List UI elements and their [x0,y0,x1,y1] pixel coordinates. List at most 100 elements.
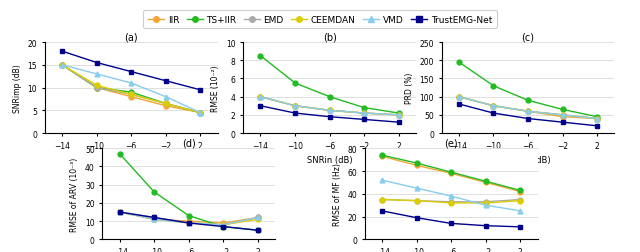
TrustEMG-Net [447,222,455,225]
VMD [93,73,100,76]
VMD [58,64,66,67]
TS+IIR [116,153,124,156]
IIR [196,112,204,115]
Line: EMD: EMD [456,95,600,121]
Line: IIR: IIR [258,95,401,118]
IIR [413,164,420,167]
Y-axis label: RMSE (10⁻²): RMSE (10⁻²) [211,65,220,111]
TrustEMG-Net [150,216,158,219]
IIR [482,181,490,184]
TrustEMG-Net [490,112,497,115]
TrustEMG-Net [185,222,193,225]
Y-axis label: RMSE of MF (Hz): RMSE of MF (Hz) [333,163,342,225]
Title: (e): (e) [444,138,458,148]
EMD [395,114,403,117]
VMD [162,96,170,99]
EMD [220,223,227,226]
TS+IIR [593,116,601,119]
VMD [455,96,463,99]
Line: TS+IIR: TS+IIR [456,60,600,120]
CEEMDAN [455,96,463,99]
IIR [150,218,158,221]
Line: VMD: VMD [456,95,600,121]
TrustEMG-Net [482,224,490,227]
EMD [490,105,497,108]
VMD [254,216,262,219]
EMD [360,112,368,115]
CEEMDAN [378,198,386,201]
TS+IIR [360,107,368,110]
Line: TrustEMG-Net: TrustEMG-Net [117,210,260,233]
Title: (b): (b) [323,32,337,42]
IIR [395,114,403,117]
CEEMDAN [326,109,333,112]
Line: TrustEMG-Net: TrustEMG-Net [380,209,523,229]
TS+IIR [220,225,227,228]
TS+IIR [490,85,497,88]
Line: TrustEMG-Net: TrustEMG-Net [456,102,600,129]
IIR [162,105,170,108]
EMD [150,216,158,219]
TrustEMG-Net [196,89,204,92]
TrustEMG-Net [395,121,403,124]
IIR [58,64,66,67]
CEEMDAN [524,110,532,113]
TrustEMG-Net [220,225,227,228]
EMD [447,201,455,204]
EMD [185,222,193,225]
VMD [559,114,566,117]
TrustEMG-Net [58,50,66,53]
TrustEMG-Net [516,225,524,228]
Line: EMD: EMD [60,63,203,116]
X-axis label: SNRin (dB): SNRin (dB) [505,156,551,165]
EMD [326,109,333,112]
CEEMDAN [116,211,124,214]
Line: TrustEMG-Net: TrustEMG-Net [258,104,401,125]
VMD [378,179,386,182]
Line: VMD: VMD [380,178,523,213]
VMD [185,222,193,225]
TS+IIR [516,189,524,192]
IIR [254,216,262,219]
EMD [58,64,66,67]
Y-axis label: SNRimp (dB): SNRimp (dB) [13,64,22,112]
EMD [559,114,566,117]
TrustEMG-Net [326,116,333,119]
CEEMDAN [196,112,204,115]
CEEMDAN [593,117,601,120]
VMD [360,112,368,115]
Legend: IIR, TS+IIR, EMD, CEEMDAN, VMD, TrustEMG-Net: IIR, TS+IIR, EMD, CEEMDAN, VMD, TrustEMG… [143,11,497,29]
TS+IIR [524,99,532,102]
TrustEMG-Net [254,229,262,232]
TrustEMG-Net [378,210,386,213]
IIR [220,222,227,225]
VMD [116,211,124,214]
CEEMDAN [413,199,420,202]
VMD [447,195,455,198]
Line: IIR: IIR [456,95,600,121]
VMD [490,105,497,108]
EMD [162,103,170,106]
TS+IIR [257,55,264,58]
IIR [559,116,566,119]
TS+IIR [254,229,262,232]
IIR [93,87,100,90]
Line: TrustEMG-Net: TrustEMG-Net [60,49,203,93]
TS+IIR [326,96,333,99]
TrustEMG-Net [593,125,601,128]
Line: CEEMDAN: CEEMDAN [456,95,600,121]
VMD [220,223,227,226]
VMD [257,96,264,99]
TrustEMG-Net [360,118,368,121]
Line: TS+IIR: TS+IIR [60,63,203,116]
X-axis label: SNRin (dB): SNRin (dB) [108,156,154,165]
EMD [455,96,463,99]
Line: TS+IIR: TS+IIR [117,152,260,233]
IIR [127,96,135,99]
IIR [360,112,368,115]
TrustEMG-Net [93,62,100,65]
EMD [593,117,601,120]
TS+IIR [413,162,420,165]
TrustEMG-Net [257,105,264,108]
TrustEMG-Net [413,216,420,219]
